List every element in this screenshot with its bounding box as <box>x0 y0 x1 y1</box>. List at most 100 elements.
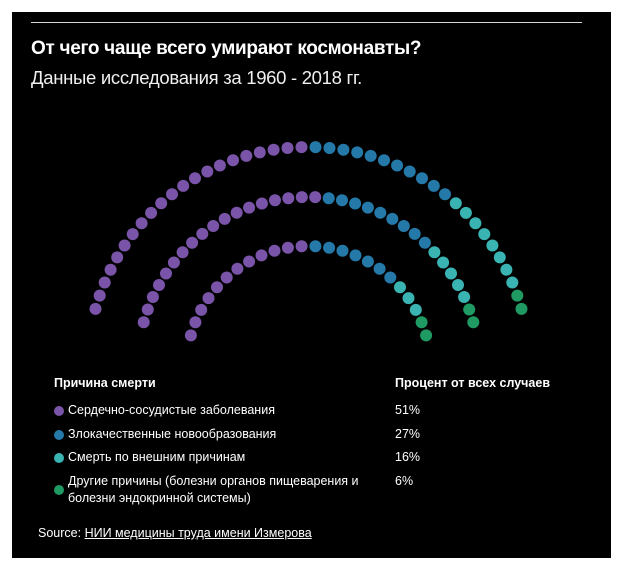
data-dot <box>295 141 308 154</box>
data-dot <box>126 228 139 241</box>
data-dot <box>186 236 199 249</box>
data-dot <box>449 197 462 210</box>
data-dot <box>486 239 499 252</box>
legend-label: Смерть по внешним причинам <box>68 450 246 464</box>
legend-label: Сердечно-сосудистые заболевания <box>68 403 275 417</box>
data-dot <box>452 279 464 291</box>
data-dot <box>202 292 215 305</box>
data-dot <box>189 172 201 185</box>
data-dot <box>322 192 335 205</box>
data-dot <box>211 281 223 294</box>
data-dot <box>184 329 197 342</box>
data-dot <box>403 165 416 178</box>
data-dot <box>281 142 294 154</box>
data-dot <box>145 206 158 219</box>
data-dot <box>189 316 202 329</box>
data-dot <box>323 142 336 154</box>
data-dot <box>253 146 266 159</box>
data-dot <box>384 271 397 284</box>
data-dot <box>428 246 441 259</box>
cancer-swatch-icon <box>54 430 64 440</box>
legend-value: 27% <box>395 427 421 441</box>
data-dot <box>220 271 233 284</box>
data-dot <box>230 206 243 219</box>
source-prefix: Source: <box>38 526 85 540</box>
data-dot <box>93 289 106 302</box>
legend-label: Злокачественные новообразования <box>68 427 277 441</box>
data-dot <box>439 188 451 201</box>
data-dot <box>196 227 209 240</box>
data-dot <box>467 316 480 329</box>
data-dot <box>500 263 513 276</box>
chart-subtitle: Данные исследования за 1960 - 2018 гг. <box>31 67 362 88</box>
data-dot <box>511 289 524 302</box>
data-dot <box>397 220 410 232</box>
data-dot <box>166 188 178 201</box>
data-dot <box>427 179 440 192</box>
data-dot <box>141 303 154 316</box>
data-dot <box>98 276 111 289</box>
data-dot <box>493 251 506 264</box>
data-dot <box>309 191 322 204</box>
external-causes-swatch-icon <box>54 453 64 463</box>
data-dot <box>89 302 102 315</box>
data-dot <box>176 246 189 259</box>
data-dot <box>374 206 387 219</box>
data-dot <box>231 262 244 275</box>
cardiovascular-swatch-icon <box>54 406 64 416</box>
legend-header-percent: Процент от всех случаев <box>395 376 551 390</box>
data-dot <box>167 256 180 269</box>
data-dot <box>416 172 428 185</box>
source-line: Source: НИИ медицины труда имени Измеров… <box>38 526 312 540</box>
legend-label: Другие причины (болезни органов пищеваре… <box>68 474 359 505</box>
data-dot <box>337 143 350 156</box>
data-dot <box>295 191 308 204</box>
data-dot <box>349 249 362 262</box>
data-dot <box>243 201 256 214</box>
data-dot <box>364 149 377 162</box>
data-dot <box>506 276 519 289</box>
data-dot <box>153 279 165 291</box>
data-dot <box>445 267 457 280</box>
data-dot <box>295 240 308 253</box>
data-dot <box>104 263 117 276</box>
data-dot <box>361 201 374 214</box>
chart-title: От чего чаще всего умирают космонавты? <box>31 38 422 59</box>
data-dot <box>478 228 491 241</box>
data-dot <box>240 149 253 162</box>
data-dot <box>155 197 168 210</box>
data-dot <box>402 292 415 305</box>
data-dot <box>437 256 450 269</box>
data-dot <box>160 267 172 280</box>
data-dot <box>361 255 374 268</box>
source-link[interactable]: НИИ медицины труда имени Измерова <box>84 526 312 540</box>
data-dot <box>373 262 386 275</box>
legend-header-cause: Причина смерти <box>54 376 156 390</box>
data-dot <box>469 217 482 230</box>
data-dot <box>118 239 131 252</box>
data-dot <box>243 255 256 268</box>
data-dot <box>269 194 281 207</box>
data-dot <box>349 197 362 210</box>
data-dot <box>282 192 295 205</box>
legend-value: 16% <box>395 450 421 464</box>
data-dot <box>137 316 150 329</box>
legend-value: 6% <box>395 474 414 488</box>
data-dot <box>323 241 336 254</box>
data-dot <box>378 154 390 167</box>
data-dot <box>255 249 268 262</box>
data-dot <box>227 154 239 167</box>
data-dot <box>281 241 294 254</box>
data-dot <box>515 302 528 315</box>
data-dot <box>218 212 231 225</box>
data-dot <box>146 291 159 303</box>
data-dot <box>201 165 214 178</box>
data-dot <box>459 206 472 219</box>
data-dot <box>415 316 428 329</box>
data-dot <box>420 329 433 342</box>
data-dot <box>268 244 281 257</box>
other-causes-swatch-icon <box>54 485 64 495</box>
data-dot <box>391 159 404 172</box>
data-dot <box>463 303 476 316</box>
